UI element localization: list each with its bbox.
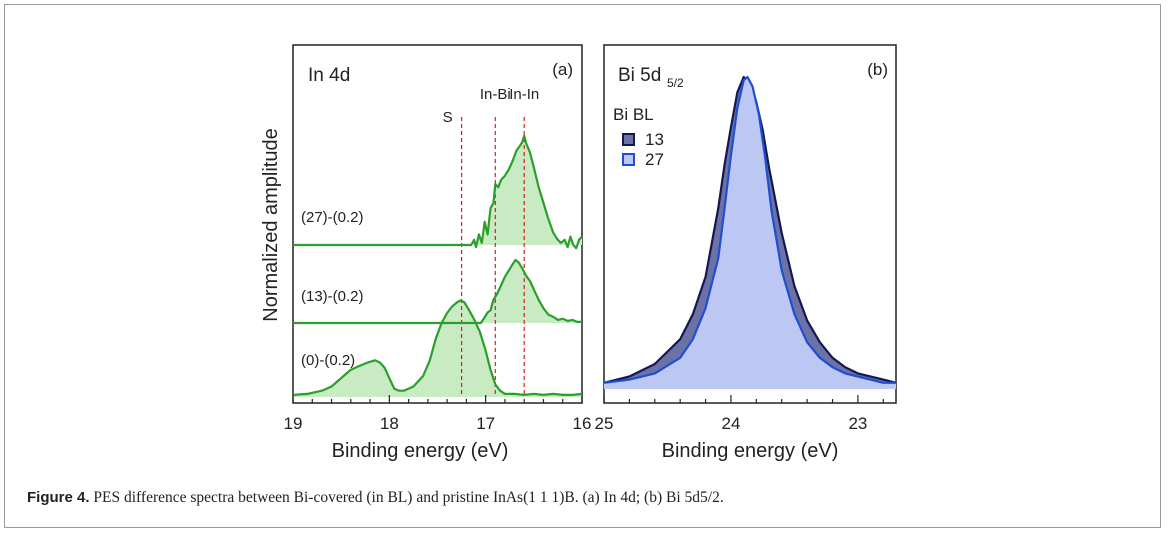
marker-label: In-In bbox=[509, 86, 539, 103]
legend-title: Bi BL bbox=[613, 105, 654, 124]
panel-b-frame bbox=[603, 44, 897, 404]
y-axis-label: Normalized amplitude bbox=[260, 128, 282, 321]
series-label: (0)-(0.2) bbox=[301, 352, 355, 369]
panel-b-title-main: Bi 5d bbox=[618, 65, 661, 86]
series-label: (27)-(0.2) bbox=[301, 209, 364, 226]
legend-label: 13 bbox=[645, 130, 664, 149]
figure-svg: Normalized amplitude In 4d (a) S In-BiIn-… bbox=[260, 44, 897, 462]
panel-a-x-axis-label: Binding energy (eV) bbox=[332, 440, 509, 462]
panel-b-title-subscript: 5/2 bbox=[667, 76, 684, 90]
x-tick-label: 19 bbox=[284, 414, 303, 433]
series-line bbox=[293, 258, 582, 325]
legend-swatch bbox=[622, 153, 635, 166]
caption-label: Figure 4. bbox=[27, 489, 90, 506]
panel-a-x-ticks: 19 18 17 16 bbox=[284, 395, 592, 433]
x-tick-label: 25 bbox=[595, 414, 614, 433]
series-label: (13)-(0.2) bbox=[301, 288, 364, 305]
panel-a-fills bbox=[293, 135, 582, 397]
panel-b-areas bbox=[603, 75, 897, 389]
series-line bbox=[293, 134, 583, 250]
x-tick-label: 16 bbox=[573, 414, 592, 433]
x-tick-label: 23 bbox=[848, 414, 867, 433]
series-line bbox=[292, 299, 583, 396]
panel-a-title: In 4d bbox=[308, 65, 350, 86]
x-tick-label: 18 bbox=[380, 414, 399, 433]
series-fill bbox=[293, 135, 582, 249]
series-line bbox=[603, 75, 896, 384]
caption-text: PES difference spectra between Bi-covere… bbox=[93, 489, 724, 506]
marker-label: S bbox=[443, 109, 453, 126]
series-area bbox=[604, 77, 896, 389]
panel-b-x-ticks: 25 24 23 bbox=[595, 395, 884, 433]
legend-swatch bbox=[622, 133, 635, 146]
series-fill bbox=[293, 300, 582, 397]
panel-b-tag: (b) bbox=[867, 60, 888, 79]
marker-label: In-Bi bbox=[480, 86, 511, 103]
x-tick-label: 24 bbox=[721, 414, 740, 433]
panel-a-series-lines bbox=[292, 134, 583, 396]
panel-a-series-labels: (27)-(0.2) (13)-(0.2) (0)-(0.2) bbox=[301, 209, 364, 369]
figure-frame: Normalized amplitude In 4d (a) S In-Bi In-… bbox=[4, 4, 1161, 528]
figure-caption: Figure 4. PES difference spectra between… bbox=[27, 489, 724, 507]
panel-a-tag: (a) bbox=[552, 60, 573, 79]
legend-label: 27 bbox=[645, 150, 664, 169]
series-fill bbox=[293, 260, 582, 323]
panel-b-x-axis-label: Binding energy (eV) bbox=[662, 440, 839, 462]
x-tick-label: 17 bbox=[476, 414, 495, 433]
panel-a-frame bbox=[292, 44, 583, 404]
